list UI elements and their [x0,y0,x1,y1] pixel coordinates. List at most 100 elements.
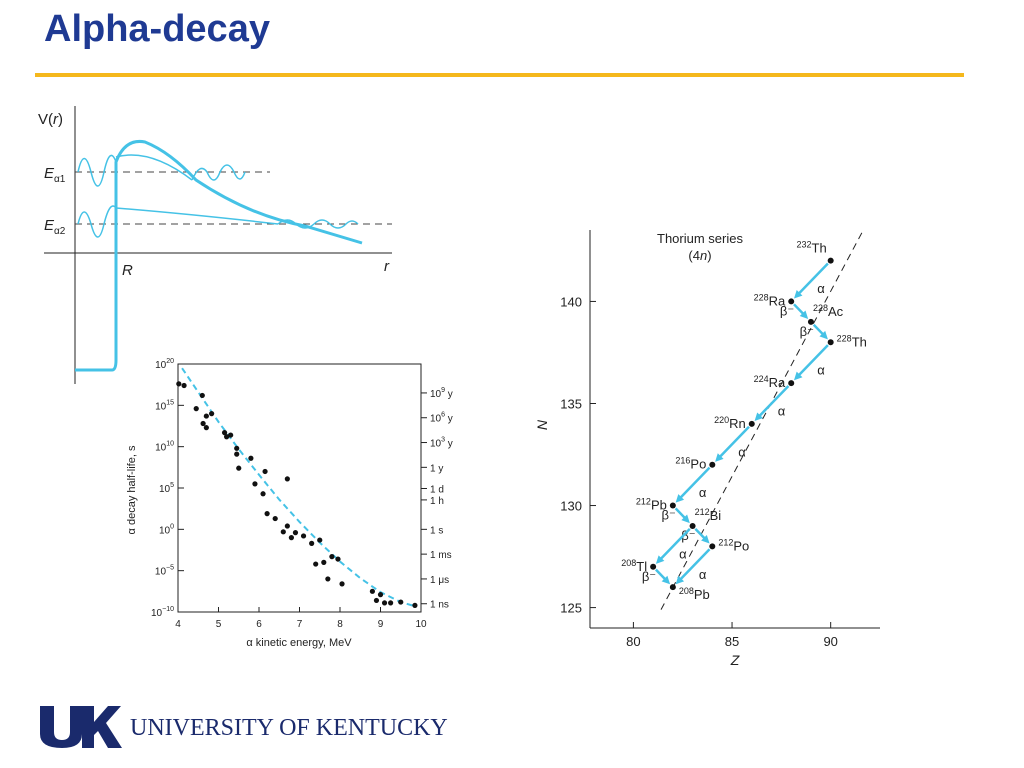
decay-arrow [674,507,687,520]
decay-arrowhead [715,453,724,462]
half-life-x-tick-label: 8 [337,619,343,630]
half-life-x-tick-label: 4 [175,619,181,630]
half-life-point [377,592,384,598]
nuclear-well [75,139,363,372]
decay-label: α [738,444,746,459]
decay-arrowhead [661,575,671,585]
half-life-point [199,392,205,399]
half-life-point [381,600,388,606]
nuclide-point [827,257,834,264]
decay-label: β⁻ [662,508,676,523]
half-life-point [193,406,199,412]
decay-label: α [679,546,687,561]
nuclide-point [827,339,834,346]
decay-label: α [817,363,825,378]
half-life-y-tick-label: 100 [159,523,174,536]
half-life-point [221,430,228,436]
wavefunction-outside-1 [191,164,246,181]
half-life-y-tick-label: 1015 [155,399,174,412]
nuclide-point [709,461,716,468]
half-life-point [325,576,331,582]
half-life-point [262,468,268,475]
decay-arrowhead [675,575,685,585]
half-life-right-tick-label: 1 ms [430,550,452,561]
half-life-point [264,511,270,517]
half-life-x-tick-label: 6 [256,619,262,630]
potential-barrier-diagram: V(r) r R Eα1 Eα2 [38,106,392,384]
nuclide-label: 232Th [796,240,826,256]
nuclide-point [650,563,657,570]
university-logo [38,704,122,750]
decay-arrowhead [681,514,690,524]
wavefunction-inside-1 [77,154,117,187]
decay-arrow [678,548,711,581]
half-life-point [335,556,341,562]
half-life-point [200,420,206,427]
half-life-fit-curve [181,367,416,608]
nuclide-point [669,584,676,591]
half-life-point [398,599,404,605]
half-life-x-ticks: 4 5 6 7 8 9 10 [175,607,427,630]
half-life-right-tick-label: 1 ns [430,600,449,611]
decay-arrow [718,425,750,459]
half-life-plot-frame [177,363,422,613]
decay-arrow [694,527,707,541]
half-life-y-ticks: 10−10 10−5 100 105 1010 1015 1020 [151,358,184,619]
decay-label: α [817,281,825,296]
thorium-series-subtitle: (4n) [688,248,711,263]
thorium-y-label: N [534,419,550,430]
half-life-point [260,491,266,497]
nuclide-label: 208Pb [679,586,710,602]
half-life-y-tick-label: 1020 [155,358,174,371]
decay-arrowhead [794,371,803,381]
wavefunction-inside-2 [77,205,117,238]
half-life-point [252,481,258,487]
level-e2-label: Eα2 [44,217,66,237]
half-life-point [176,381,182,387]
half-life-point [284,476,290,482]
nuclide-label: 212Po [718,537,749,553]
footer: UNIVERSITY OF KENTUCKY [38,704,448,754]
half-life-point [339,581,345,587]
half-life-point [309,540,315,546]
nuclide-point [689,522,696,529]
half-life-point [224,434,230,440]
half-life-right-tick-label: 1 s [430,525,443,536]
half-life-point [300,533,307,539]
decay-arrowhead [675,494,685,503]
half-life-y-tick-label: 105 [159,482,174,495]
half-life-x-tick-label: 10 [415,619,427,630]
decay-arrow [812,323,825,336]
thorium-y-tick-label: 125 [560,601,582,616]
thorium-x-tick-label: 90 [823,634,837,649]
half-life-x-tick-label: 5 [216,619,222,630]
half-life-point [280,529,286,535]
decay-label: α [778,403,786,418]
half-life-x-tick-label: 7 [297,619,303,630]
half-life-point [228,432,234,438]
thorium-series-title: Thorium series [657,231,743,246]
half-life-right-ticks: 109 y 106 y 103 y 1 y 1 d1 h 1 s 1 ms 1 μs 1 ns [421,387,453,611]
nuclide-label: 228Th [837,333,867,349]
decay-arrowhead [819,330,828,340]
half-life-point [321,559,327,565]
decay-arrow [793,303,805,316]
nuclide-label: 220Rn [714,415,746,431]
nuclide-label: 212Bi [695,507,722,523]
potential-axes [44,106,392,384]
wavefunction-outside-2 [277,219,359,229]
thorium-x-tick-label: 80 [626,634,640,649]
half-life-right-tick-label: 109 y [430,387,453,400]
potential-curves [75,139,363,372]
half-life-x-tick-label: 9 [378,619,384,630]
thorium-ticks: 80 85 90 125 130 135 140 [560,294,838,649]
title-divider [35,73,964,77]
half-life-point [288,535,294,541]
thorium-x-tick-label: 85 [725,634,739,649]
half-life-point [209,411,215,417]
half-life-y-tick-label: 10−5 [155,565,174,578]
half-life-point [181,382,187,389]
thorium-y-tick-label: 130 [560,499,582,514]
nuclear-radius-label: R [122,262,133,279]
decay-label: β⁻ [800,324,814,339]
